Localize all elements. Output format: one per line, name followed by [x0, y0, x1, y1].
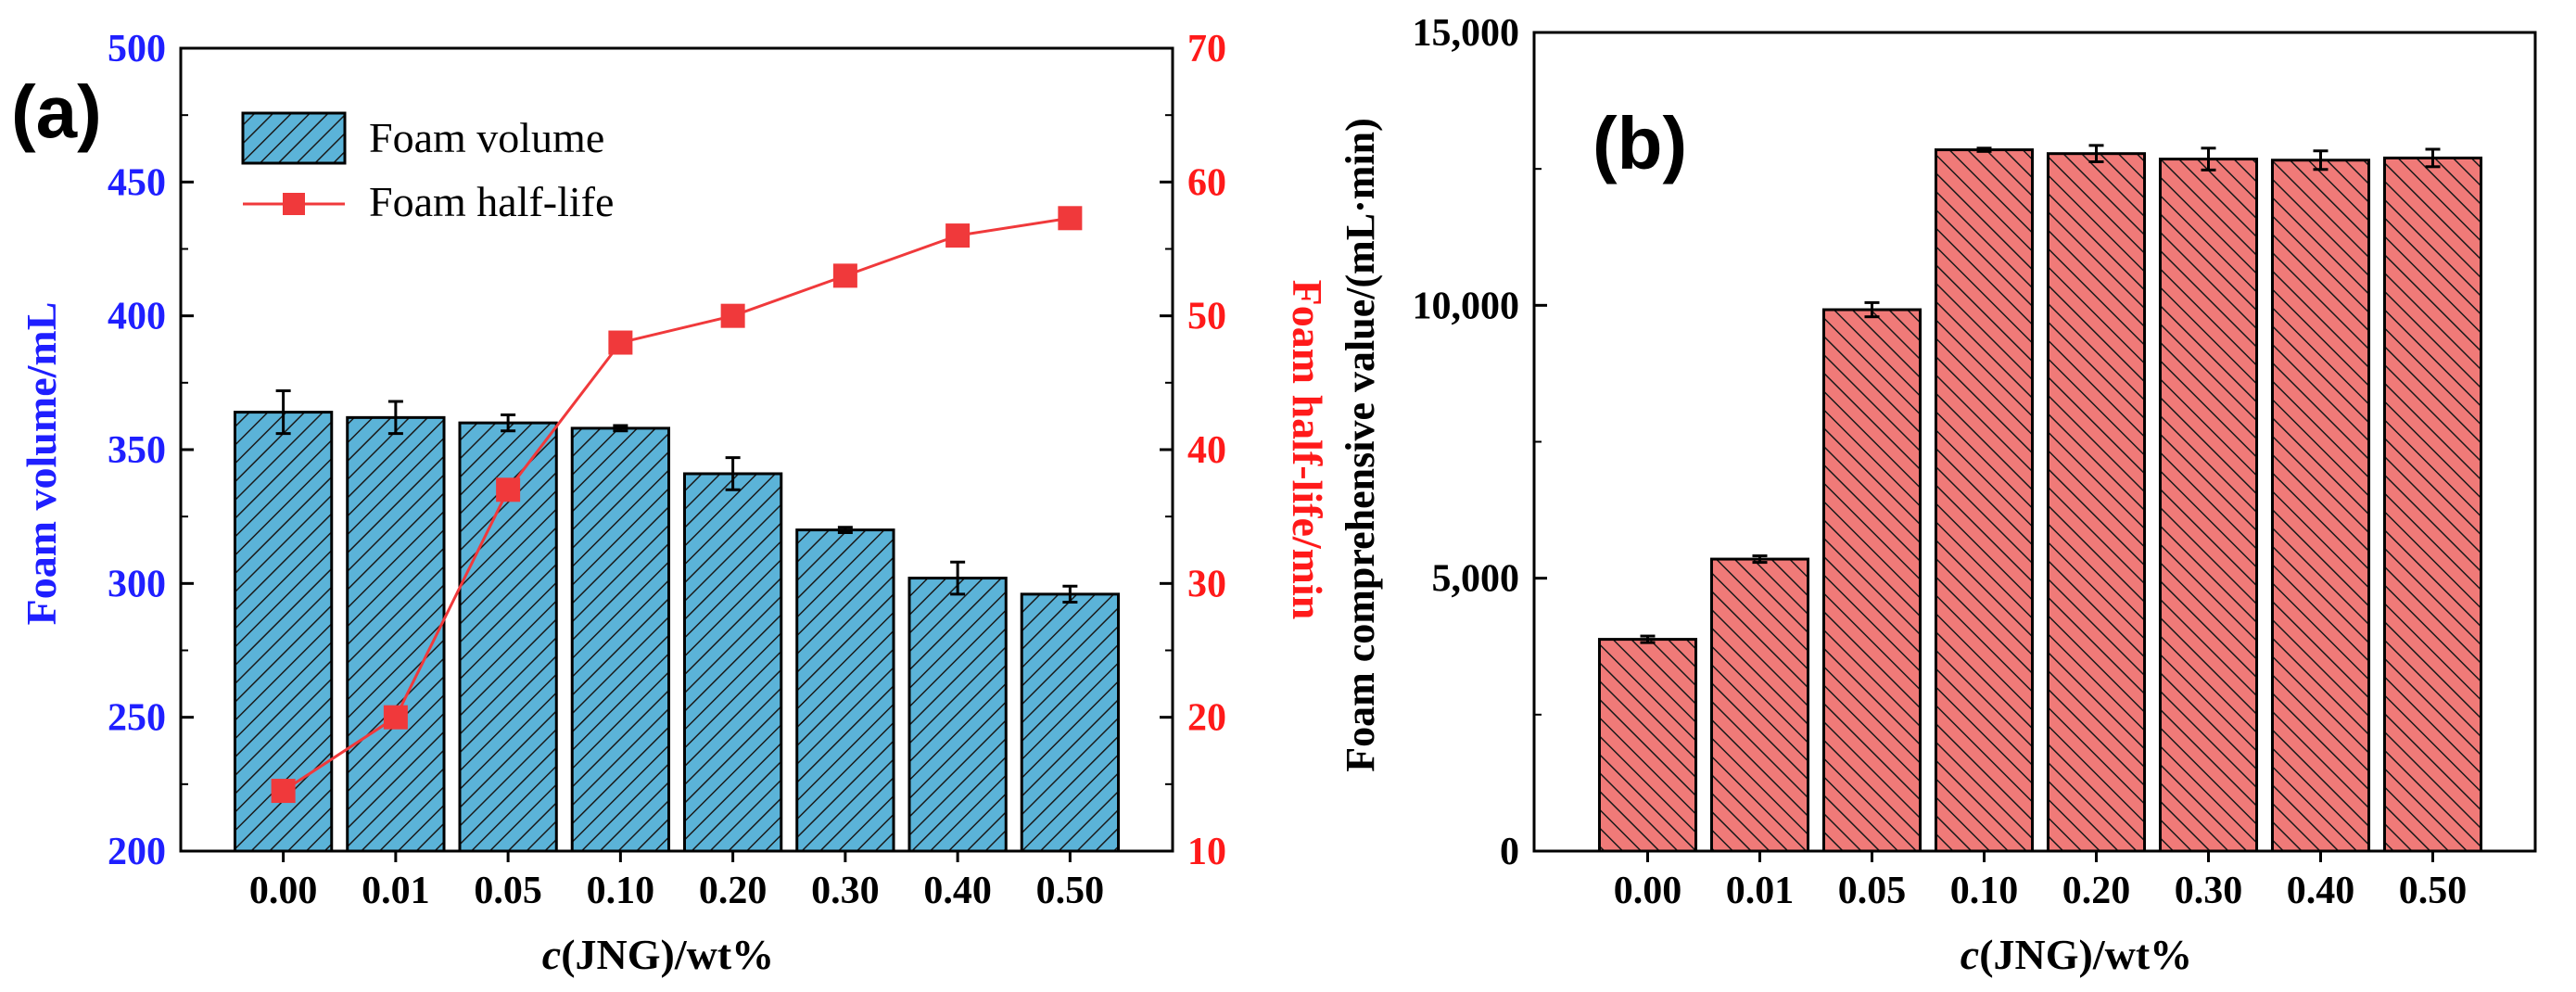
x-tick-label: 0.50 [2399, 870, 2468, 912]
error-bar-0.40 [950, 560, 966, 596]
error-bar-0.05 [501, 413, 516, 433]
bar-hatch-0.20 [682, 472, 783, 853]
bar-hatch-0.01 [346, 415, 446, 853]
y2-tick-label: 50 [1187, 296, 1226, 338]
bar-hatch-0.20 [2046, 152, 2147, 853]
y-tick-label: 400 [108, 296, 166, 338]
half-life-point-0.50 [1058, 206, 1083, 231]
bar-hatch-0.05 [1821, 308, 1922, 853]
y2-tick-label: 60 [1187, 161, 1226, 204]
y-tick-label: 250 [108, 697, 166, 740]
x-tick-label: 0.05 [1838, 870, 1907, 912]
error-bar-0.20 [2088, 144, 2104, 164]
half-life-point-0.20 [720, 303, 745, 328]
x-tick-label: 0.30 [2175, 870, 2243, 912]
y2-tick-label: 30 [1187, 563, 1226, 605]
bar-hatch-0.10 [1934, 148, 2035, 853]
bar-hatch-0.30 [2158, 158, 2259, 853]
a-x-axis: 0.00 0.01 0.05 0.10 0.20 0.30 0.40 0.50 [249, 851, 1104, 912]
y2-tick-label: 40 [1187, 429, 1226, 472]
a-right-axis: 10 20 30 40 50 60 70 [1160, 28, 1226, 873]
x-tick-label: 0.40 [2287, 870, 2355, 912]
a-x-axis-label: c(JNG)/wt% [542, 931, 774, 978]
half-life-point-0.30 [832, 263, 857, 288]
error-bar-0.10 [613, 424, 628, 433]
legend-foam-volume: Foam volume [369, 114, 604, 161]
x-tick-label: 0.30 [811, 870, 880, 912]
bar-hatch-0.40 [907, 577, 1008, 853]
x-tick-label: 0.40 [923, 870, 992, 912]
error-bar-0.00 [1640, 634, 1656, 644]
error-bar-0.00 [275, 388, 291, 436]
bar-hatch-0.50 [1020, 592, 1121, 853]
error-bar-0.01 [1752, 554, 1768, 565]
x-tick-label: 0.20 [2062, 870, 2131, 912]
a-error-bars [275, 388, 1078, 604]
bar-hatch-0.10 [570, 426, 671, 853]
error-bar-0.20 [725, 456, 741, 491]
x-tick-label: 0.50 [1036, 870, 1105, 912]
legend-marker-swatch [283, 193, 305, 215]
a-bars [233, 411, 1121, 853]
bar-hatch-0.30 [795, 528, 895, 853]
x-tick-label: 0.05 [474, 870, 542, 912]
b-y-axis-label: Foam comprehensive value/(mL·min) [1338, 118, 1383, 772]
half-life-point-0.05 [496, 477, 521, 502]
a-right-axis-label: Foam half-life/min [1284, 280, 1331, 620]
y-tick-label: 15,000 [1413, 12, 1520, 55]
b-x-axis: 0.00 0.01 0.05 0.10 0.20 0.30 0.40 0.50 [1614, 851, 2468, 912]
half-life-point-0.01 [383, 705, 408, 730]
half-life-point-0.40 [945, 223, 971, 248]
bar-hatch-0.01 [1709, 557, 1810, 853]
a-half-life-line [271, 206, 1083, 804]
error-bar-0.10 [1976, 146, 1992, 153]
x-tick-label: 0.01 [362, 870, 430, 912]
y-tick-label: 300 [108, 563, 166, 605]
b-y-axis: 0 5,000 10,000 15,000 [1413, 12, 1547, 873]
error-bar-0.50 [1062, 584, 1078, 604]
error-bar-0.40 [2313, 149, 2329, 172]
error-bar-0.50 [2425, 147, 2441, 169]
a-left-axis: 200 250 300 350 400 450 500 [108, 28, 194, 873]
y2-tick-label: 20 [1187, 697, 1226, 740]
x-tick-label: 0.00 [249, 870, 318, 912]
error-bar-0.30 [2201, 146, 2216, 172]
y2-tick-label: 10 [1187, 831, 1226, 873]
y-tick-label: 450 [108, 161, 166, 204]
bar-hatch-0.00 [233, 411, 334, 853]
a-legend: Foam volume Foam half-life [241, 111, 614, 225]
legend-bar-swatch-hatch [241, 111, 347, 165]
half-life-point-0.10 [608, 330, 633, 355]
bar-hatch-0.50 [2382, 156, 2483, 853]
x-tick-label: 0.20 [699, 870, 768, 912]
error-bar-0.05 [1864, 300, 1880, 319]
x-tick-label: 0.00 [1614, 870, 1682, 912]
a-y-axis-label: Foam volume/mL [18, 302, 65, 626]
panel-a: 200 250 300 350 400 450 500 10 20 30 40 50 60 70 0.0… [11, 28, 1331, 978]
x-tick-label: 0.01 [1726, 870, 1795, 912]
half-life-polyline [282, 216, 1071, 793]
bar-hatch-0.00 [1597, 638, 1698, 853]
y-tick-label: 200 [108, 831, 166, 873]
y-tick-label: 0 [1500, 831, 1519, 873]
b-panel-label: (b) [1593, 102, 1687, 184]
bar-hatch-0.40 [2270, 159, 2371, 853]
error-bar-0.01 [387, 400, 403, 436]
legend-foam-half-life: Foam half-life [369, 178, 614, 225]
b-error-bars [1640, 144, 2441, 644]
y-tick-label: 350 [108, 429, 166, 472]
y-tick-label: 10,000 [1413, 285, 1520, 327]
b-bars [1597, 148, 2483, 853]
y-tick-label: 500 [108, 28, 166, 70]
y-tick-label: 5,000 [1432, 558, 1520, 601]
error-bar-0.30 [837, 526, 853, 534]
x-tick-label: 0.10 [587, 870, 655, 912]
half-life-point-0.00 [271, 779, 296, 804]
y2-tick-label: 70 [1187, 28, 1226, 70]
x-tick-label: 0.10 [1950, 870, 2019, 912]
b-x-axis-label: c(JNG)/wt% [1961, 931, 2192, 978]
a-panel-label: (a) [11, 70, 102, 153]
